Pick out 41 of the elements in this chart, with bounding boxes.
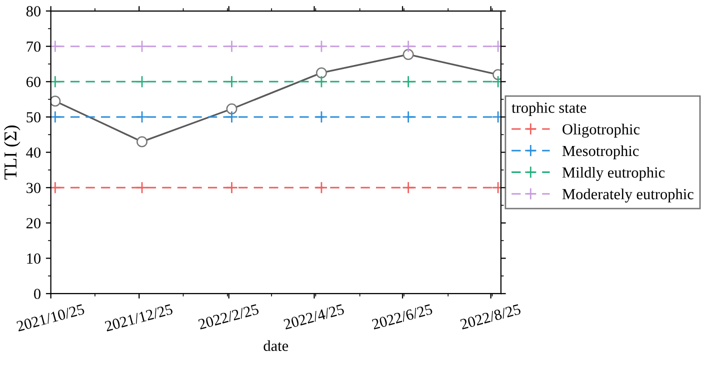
y-tick-label: 40 xyxy=(26,147,41,158)
y-tick-label: 80 xyxy=(26,6,41,16)
legend-label: Moderately eutrophic xyxy=(562,188,694,202)
point xyxy=(402,40,415,53)
x-tick-label: 2022/6/25 xyxy=(372,304,433,330)
x-tick-label: 2022/8/25 xyxy=(460,304,522,330)
point xyxy=(136,181,148,194)
legend-label: Mildly eutrophic xyxy=(562,166,665,181)
point xyxy=(315,75,328,88)
legend-title: trophic state xyxy=(512,102,586,116)
y-axis-title: TLI (Σ) xyxy=(4,126,20,180)
point xyxy=(136,40,148,53)
point xyxy=(315,40,328,53)
point xyxy=(225,75,238,88)
x-tick-label: 2022/2/25 xyxy=(198,304,260,330)
y-tick-label: 50 xyxy=(26,112,41,122)
point xyxy=(136,136,148,148)
point xyxy=(225,110,238,124)
point xyxy=(315,110,328,124)
y-tick-label: 60 xyxy=(26,76,41,88)
legend-label: Mesotrophic xyxy=(562,145,639,160)
point xyxy=(316,67,327,78)
point xyxy=(402,181,415,194)
y-tick-label: 30 xyxy=(26,182,41,194)
point xyxy=(50,96,61,107)
x-tick-label: 2022/4/25 xyxy=(283,304,345,330)
x-axis-title: date xyxy=(264,340,288,352)
y-tick-label: 0 xyxy=(34,288,41,300)
point xyxy=(402,48,414,60)
point xyxy=(136,75,148,88)
point xyxy=(225,181,238,194)
point xyxy=(225,40,238,53)
point xyxy=(136,110,148,124)
point xyxy=(402,110,415,124)
point xyxy=(402,75,415,88)
legend-label: Oligotrophic xyxy=(562,124,640,138)
y-tick-label: 20 xyxy=(26,218,41,228)
y-tick-label: 10 xyxy=(27,253,41,264)
point xyxy=(315,181,328,194)
point xyxy=(226,103,238,114)
y-tick-label: 70 xyxy=(26,41,41,52)
